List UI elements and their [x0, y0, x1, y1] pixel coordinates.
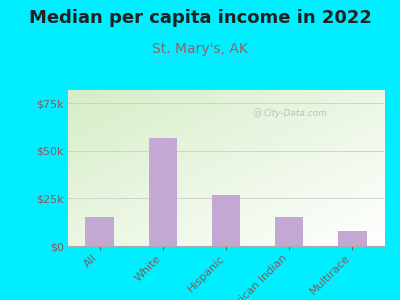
- Text: City-Data.com: City-Data.com: [264, 109, 328, 118]
- Text: @: @: [253, 108, 262, 118]
- Text: St. Mary's, AK: St. Mary's, AK: [152, 42, 248, 56]
- Bar: [338, 231, 367, 246]
- Bar: [275, 218, 304, 246]
- Text: Median per capita income in 2022: Median per capita income in 2022: [28, 9, 372, 27]
- Bar: [148, 138, 177, 246]
- Bar: [85, 218, 114, 246]
- Bar: [212, 195, 240, 246]
